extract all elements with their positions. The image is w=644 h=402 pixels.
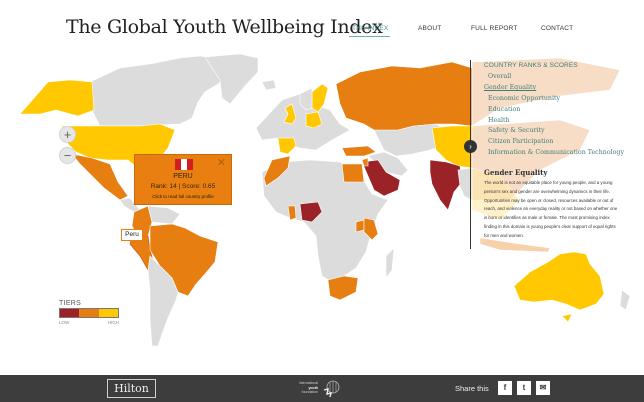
panel-divider: [470, 60, 471, 249]
country-canada: [89, 55, 231, 127]
country-kenya: [363, 217, 379, 241]
legend-high-label: HIGH: [107, 320, 119, 325]
zoom-in-button[interactable]: +: [59, 126, 76, 143]
hilton-logo[interactable]: Hilton: [107, 379, 156, 398]
site-footer: Hilton international youth foundation Sh…: [0, 375, 644, 402]
country-australia: [513, 251, 605, 311]
country-uk: [283, 103, 297, 125]
category-ict[interactable]: Information & Communication Technology: [488, 149, 625, 156]
category-education[interactable]: Education: [488, 106, 521, 113]
panel-toggle-chevron-icon[interactable]: ›: [464, 140, 477, 153]
panel-heading: COUNTRY RANKS & SCORES: [484, 62, 578, 69]
zoom-out-button[interactable]: −: [59, 147, 76, 164]
description-title: Gender Equality: [484, 168, 548, 177]
country-china: [431, 125, 473, 169]
country-alaska: [19, 79, 95, 117]
legend-low-label: LOW: [59, 320, 70, 325]
country-popup[interactable]: ✕ PERU Rank: 14 | Score: 0.65 Click to r…: [134, 154, 232, 205]
peru-flag-icon: [175, 159, 193, 170]
nav-about[interactable]: ABOUT: [418, 25, 442, 32]
country-sweden: [311, 83, 329, 113]
twitter-icon[interactable]: t: [517, 381, 531, 395]
country-turkey: [341, 145, 377, 157]
country-nigeria: [299, 201, 323, 223]
nav-full-report[interactable]: FULL REPORT: [471, 25, 518, 32]
main-nav: THE INDEX ABOUT FULL REPORT CONTACT: [0, 25, 644, 39]
share-label: Share this: [455, 384, 489, 393]
country-greenland: [204, 53, 259, 105]
legend-bar: [59, 308, 119, 318]
legend-title: TIERS: [59, 300, 82, 307]
country-spain: [277, 137, 297, 155]
legend-mid-swatch: [79, 309, 99, 317]
site-header: The Global Youth Wellbeing Index THE IND…: [0, 0, 644, 44]
country-uganda: [355, 219, 365, 233]
category-citizen-participation[interactable]: Citizen Participation: [488, 138, 554, 145]
category-gender-equality[interactable]: Gender Equality: [484, 84, 537, 91]
legend-high-swatch: [98, 309, 118, 317]
popup-profile-link[interactable]: Click to read full country profile: [152, 194, 214, 199]
site-title[interactable]: The Global Youth Wellbeing Index: [66, 16, 383, 38]
map-hover-label: Peru: [121, 229, 143, 241]
description-text: The world is not an equitable place for …: [484, 180, 618, 238]
nav-contact[interactable]: CONTACT: [541, 25, 574, 32]
country-indonesia: [479, 237, 551, 253]
legend-low-swatch: [60, 309, 80, 317]
country-morocco: [263, 155, 291, 187]
email-icon[interactable]: ✉: [536, 381, 550, 395]
category-economic-opportunity[interactable]: Economic Opportunity: [488, 95, 561, 102]
category-health[interactable]: Health: [488, 117, 510, 124]
nav-active-underline: [349, 36, 390, 37]
country-mexico: [71, 153, 129, 201]
country-south-africa: [327, 275, 359, 301]
country-ghana: [287, 205, 297, 221]
facebook-icon[interactable]: f: [498, 381, 512, 395]
category-overall[interactable]: Overall: [488, 73, 512, 80]
close-icon[interactable]: ✕: [216, 157, 226, 169]
iyf-globe-icon: [323, 380, 340, 398]
iyf-line3: foundation: [301, 390, 318, 394]
popup-rank-score: Rank: 14 | Score: 0.65: [150, 183, 216, 190]
tiers-legend: TIERS LOW HIGH: [59, 300, 119, 328]
iyf-line2: youth: [308, 385, 318, 390]
country-germany: [305, 111, 323, 129]
popup-country-name: PERU: [173, 173, 193, 180]
country-saudi-arabia: [361, 159, 401, 197]
country-jordan: [361, 157, 369, 167]
country-egypt: [341, 163, 365, 183]
iyf-logo[interactable]: international youth foundation: [288, 379, 348, 399]
iyf-line1: international: [298, 381, 318, 385]
nav-the-index[interactable]: THE INDEX: [352, 25, 389, 32]
country-india: [429, 159, 463, 211]
world-map[interactable]: [0, 44, 644, 374]
category-safety-security[interactable]: Safety & Security: [488, 127, 545, 134]
rankings-panel: › COUNTRY RANKS & SCORES Overall Gender …: [464, 60, 644, 250]
